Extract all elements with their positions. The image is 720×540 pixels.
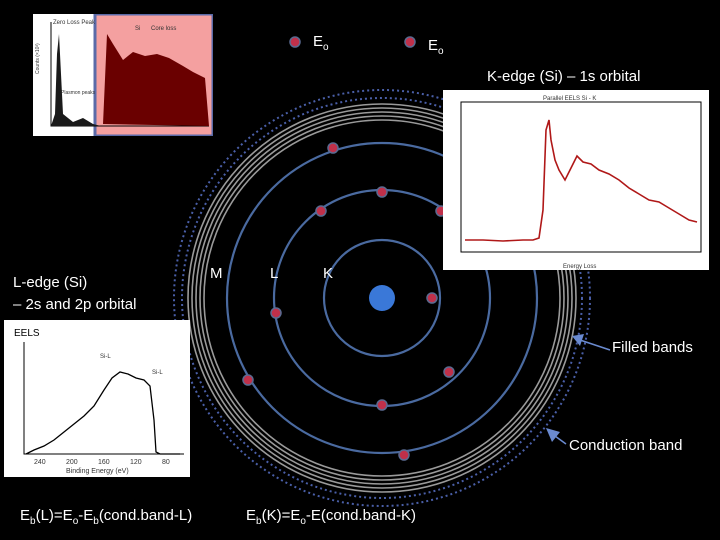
conduction-band [173, 89, 591, 507]
shell-label-l: L [270, 265, 279, 282]
electron [270, 307, 282, 319]
svg-text:Si: Si [135, 26, 140, 32]
filled-band-arrow-head [572, 334, 584, 346]
filled-bands [187, 103, 577, 493]
k-edge-panel: Parallel EELS Si - K Energy Loss [443, 90, 709, 270]
orbit-k [322, 238, 442, 358]
e0-label-left: Eo [313, 33, 329, 53]
filled-bands-label: Filled bands [612, 339, 693, 356]
electron [327, 142, 339, 154]
svg-text:240: 240 [34, 459, 46, 466]
shell-label-k: K [323, 265, 334, 282]
svg-text:200: 200 [66, 459, 78, 466]
conduction-band-label: Conduction band [569, 437, 683, 454]
svg-text:Zero Loss Peak: Zero Loss Peak [53, 20, 96, 26]
equation-k-edge: Eb(K)=Eo-E(cond.band-K) [246, 507, 416, 527]
electron [404, 36, 416, 48]
electron [242, 374, 254, 386]
e0-label-right: Eo [428, 37, 444, 57]
svg-text:80: 80 [162, 459, 170, 466]
electron [315, 205, 327, 217]
zero-loss-plot: Counts (×10³) Zero Loss Peak Si Core los… [35, 12, 215, 138]
svg-text:120: 120 [130, 459, 142, 466]
l-edge-plot: EELS Si-L Si-L 240 200 160 120 80 Bindin… [14, 328, 184, 475]
svg-text:EELS: EELS [14, 328, 40, 339]
electron [376, 186, 388, 198]
electron [443, 366, 455, 378]
conduction-band-arrow-head [546, 428, 560, 442]
svg-text:Parallel EELS Si - K: Parallel EELS Si - K [543, 96, 596, 102]
svg-text:Si-L: Si-L [100, 354, 111, 360]
k-edge-title: K-edge (Si) – 1s orbital [487, 68, 641, 85]
band-arrows [546, 334, 611, 445]
svg-text:Energy Loss: Energy Loss [563, 264, 596, 270]
electron [376, 399, 388, 411]
electron [426, 292, 438, 304]
svg-text:Core loss: Core loss [151, 26, 176, 32]
shell-label-m: M [210, 265, 223, 282]
l-edge-title: L-edge (Si) – 2s and 2p orbital [13, 274, 137, 313]
electron [398, 449, 410, 461]
equation-l-edge: Eb(L)=Eo-Eb(cond.band-L) [20, 507, 193, 527]
electrons [242, 36, 455, 461]
electron [289, 36, 301, 48]
svg-text:160: 160 [98, 459, 110, 466]
svg-text:Plasmon peaks: Plasmon peaks [61, 90, 96, 96]
svg-text:Counts (×10³): Counts (×10³) [35, 43, 41, 74]
svg-text:Si-L: Si-L [152, 370, 163, 376]
orbit-m [225, 141, 539, 455]
nucleus [369, 285, 395, 311]
l-edge-panel: EELS Si-L Si-L 240 200 160 120 80 Bindin… [4, 320, 190, 477]
svg-text:Binding Energy (eV): Binding Energy (eV) [66, 468, 129, 475]
k-edge-plot: Parallel EELS Si - K Energy Loss [460, 96, 702, 270]
zero-loss-panel: Counts (×10³) Zero Loss Peak Si Core los… [33, 12, 215, 138]
